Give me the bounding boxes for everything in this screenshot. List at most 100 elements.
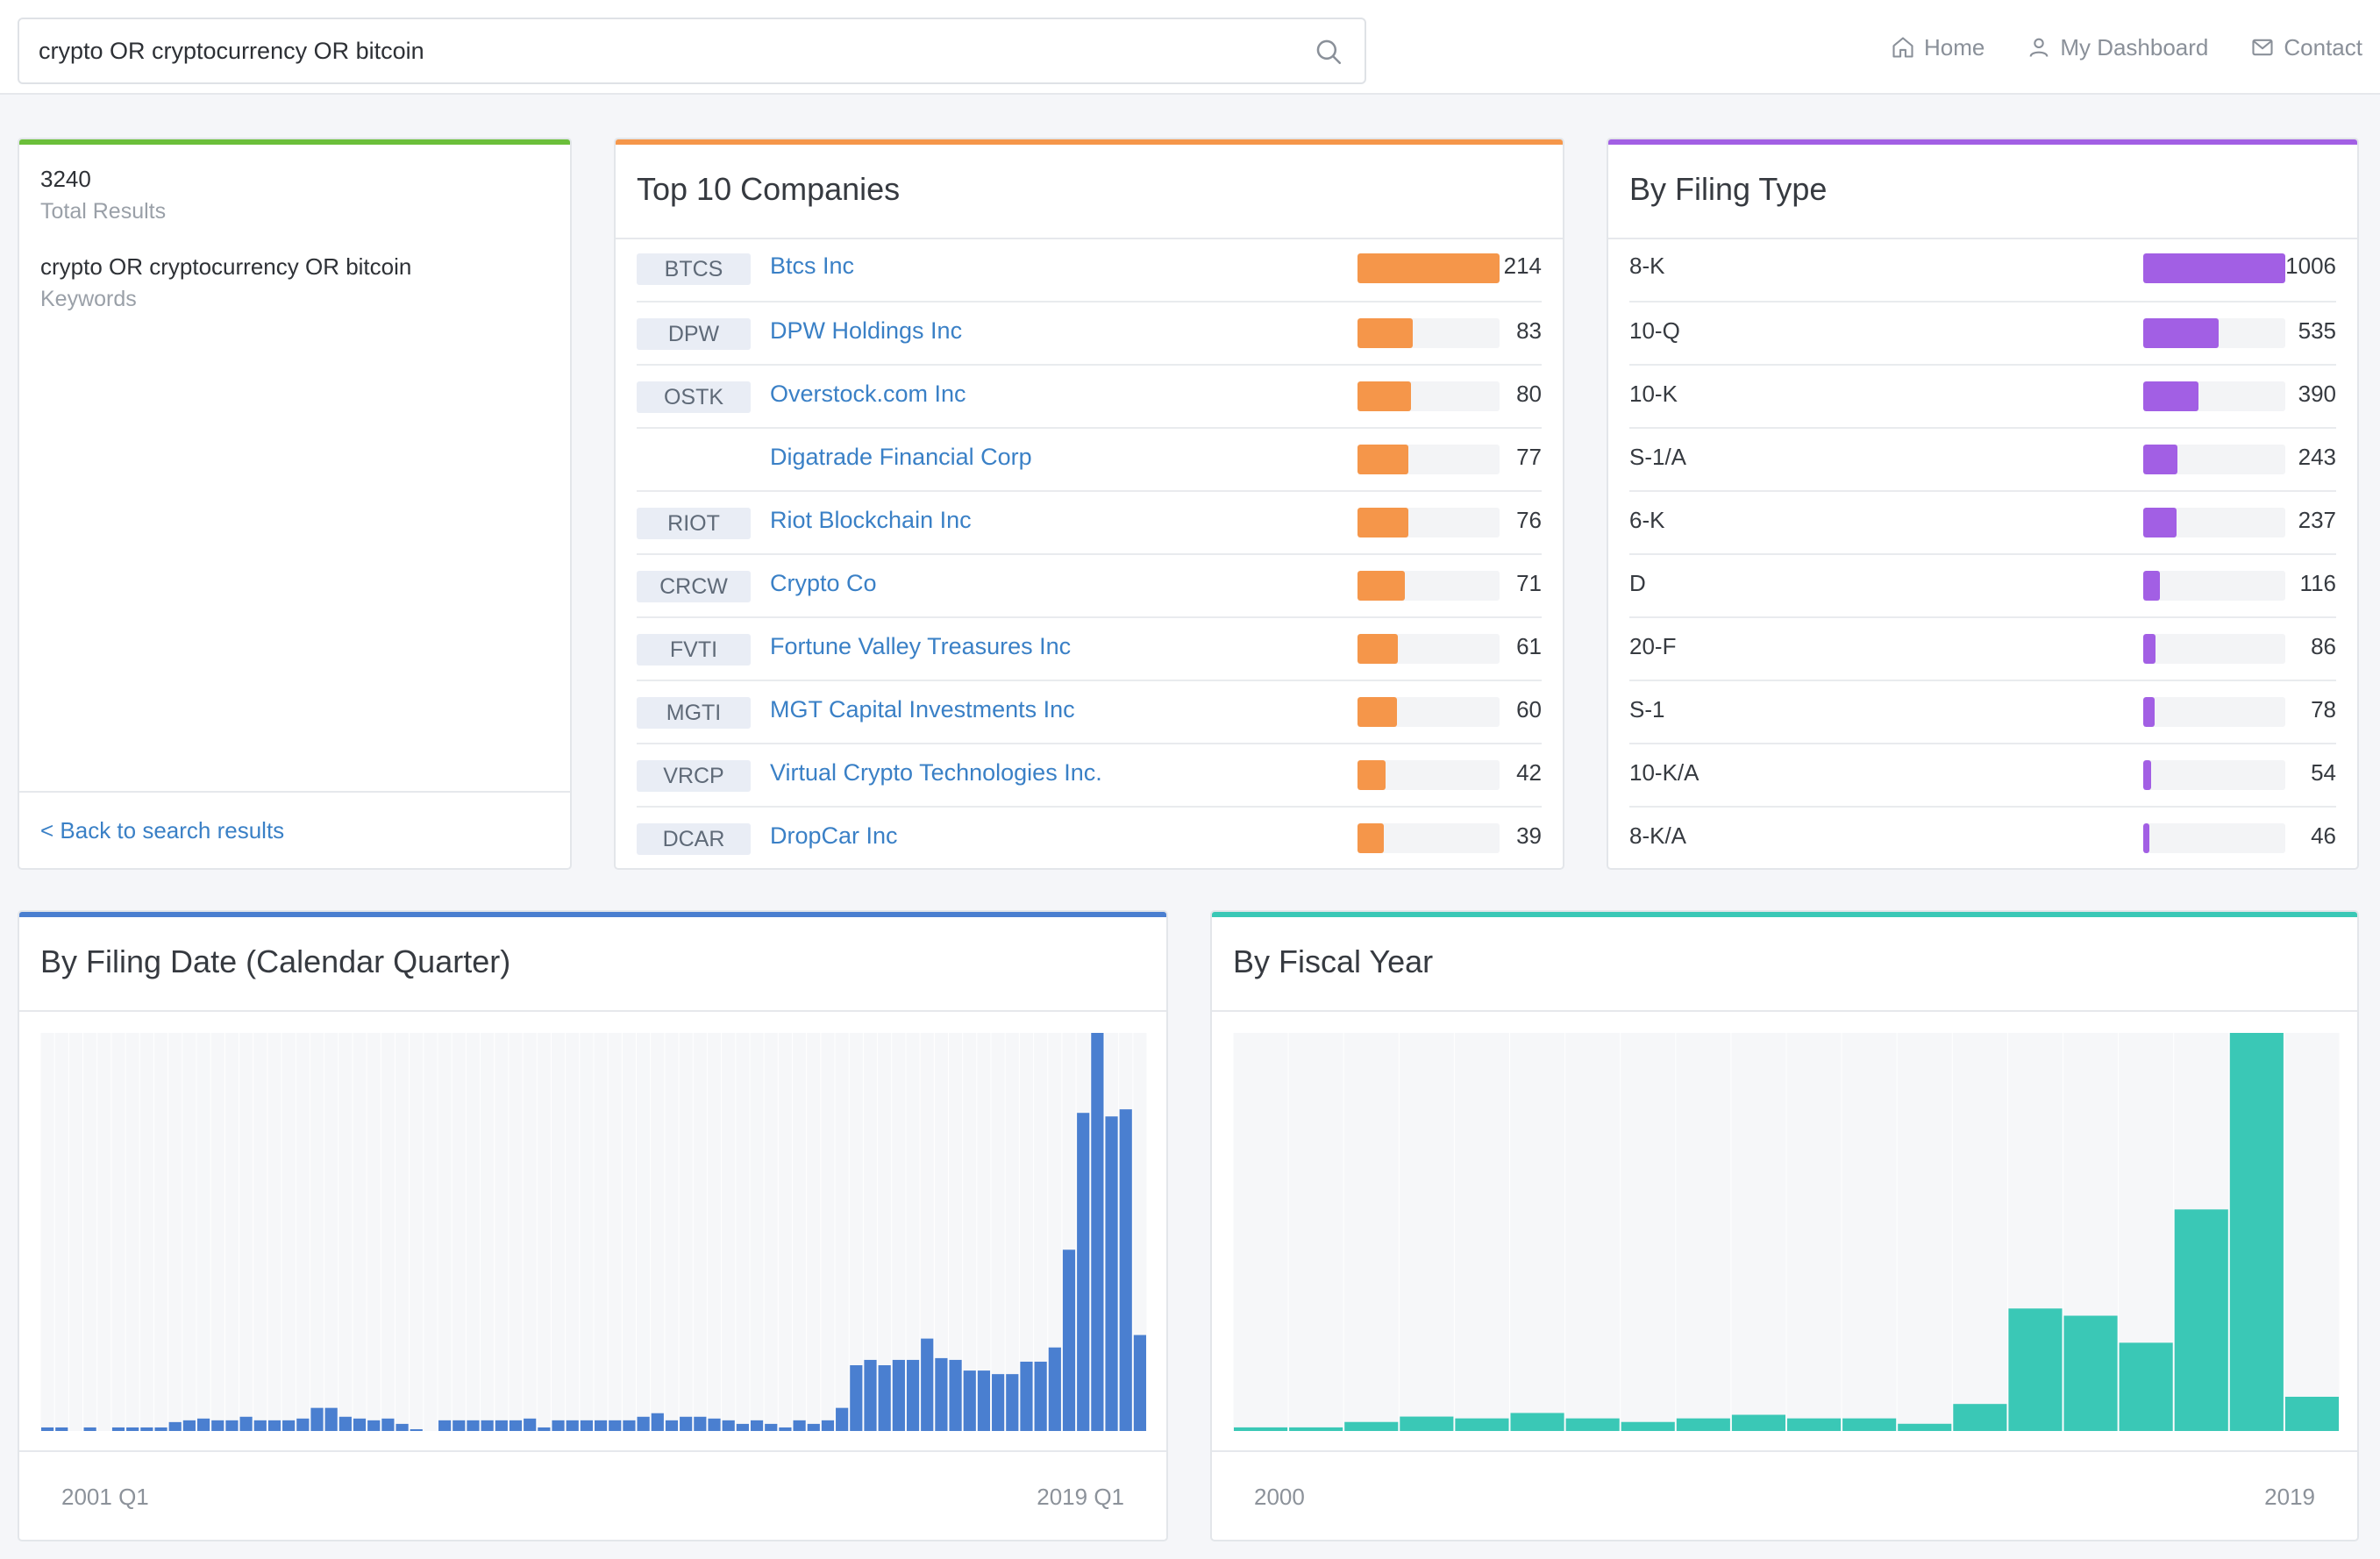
chart-bar[interactable] — [310, 1407, 324, 1431]
company-link[interactable]: DropCar Inc — [770, 822, 898, 849]
chart-bar[interactable] — [395, 1423, 409, 1431]
chart-bar[interactable] — [1400, 1416, 1454, 1431]
chart-bar[interactable] — [253, 1420, 267, 1431]
chart-bar[interactable] — [2008, 1308, 2063, 1431]
chart-bar[interactable] — [1510, 1413, 1564, 1431]
chart-bar[interactable] — [722, 1420, 735, 1431]
chart-bar[interactable] — [949, 1359, 962, 1431]
chart-bar[interactable] — [821, 1420, 835, 1431]
chart-bar[interactable] — [1062, 1249, 1076, 1431]
chart-bar[interactable] — [580, 1420, 593, 1431]
chart-bar[interactable] — [481, 1420, 494, 1431]
chart-bar[interactable] — [296, 1418, 310, 1431]
search-icon[interactable] — [1314, 37, 1343, 67]
chart-bar[interactable] — [1731, 1414, 1785, 1431]
company-link[interactable]: Crypto Co — [770, 570, 877, 596]
chart-bar[interactable] — [864, 1359, 877, 1431]
chart-bar[interactable] — [1234, 1427, 1288, 1431]
chart-bar[interactable] — [807, 1423, 820, 1431]
chart-bar[interactable] — [381, 1418, 395, 1431]
company-link[interactable]: Overstock.com Inc — [770, 381, 966, 407]
chart-bar[interactable] — [2174, 1209, 2228, 1431]
search-box[interactable] — [18, 18, 1366, 84]
chart-bar[interactable] — [495, 1420, 508, 1431]
chart-bar[interactable] — [1119, 1109, 1132, 1431]
chart-bar[interactable] — [126, 1427, 139, 1431]
chart-bar[interactable] — [168, 1421, 182, 1431]
chart-bar[interactable] — [1565, 1418, 1620, 1431]
chart-bar[interactable] — [196, 1418, 210, 1431]
company-link[interactable]: Digatrade Financial Corp — [770, 444, 1032, 470]
chart-bar[interactable] — [2229, 1033, 2284, 1431]
chart-bar[interactable] — [1898, 1423, 1952, 1431]
chart-bar[interactable] — [935, 1357, 948, 1431]
search-input[interactable] — [39, 19, 1301, 82]
chart-bar[interactable] — [111, 1427, 125, 1431]
chart-bar[interactable] — [55, 1427, 68, 1431]
chart-bar[interactable] — [1621, 1421, 1675, 1431]
chart-bar[interactable] — [182, 1420, 196, 1431]
chart-bar[interactable] — [779, 1427, 792, 1431]
chart-bar[interactable] — [338, 1416, 352, 1431]
chart-bar[interactable] — [1455, 1418, 1509, 1431]
chart-bar[interactable] — [538, 1427, 551, 1431]
company-link[interactable]: DPW Holdings Inc — [770, 317, 963, 344]
chart-bar[interactable] — [878, 1365, 891, 1431]
chart-bar[interactable] — [850, 1365, 863, 1431]
company-link[interactable]: Riot Blockchain Inc — [770, 507, 972, 533]
chart-bar[interactable] — [921, 1338, 934, 1431]
chart-bar[interactable] — [353, 1418, 367, 1431]
chart-bar[interactable] — [1020, 1361, 1033, 1431]
chart-bar[interactable] — [765, 1423, 778, 1431]
chart-bar[interactable] — [665, 1420, 679, 1431]
chart-bar[interactable] — [637, 1416, 650, 1431]
chart-bar[interactable] — [211, 1420, 224, 1431]
chart-bar[interactable] — [1006, 1374, 1019, 1431]
chart-bar[interactable] — [282, 1420, 296, 1431]
chart-bar[interactable] — [452, 1420, 466, 1431]
chart-bar[interactable] — [750, 1420, 764, 1431]
chart-bar[interactable] — [1034, 1361, 1047, 1431]
chart-bar[interactable] — [892, 1359, 905, 1431]
chart-bar[interactable] — [225, 1420, 239, 1431]
chart-bar[interactable] — [694, 1416, 707, 1431]
chart-bar[interactable] — [680, 1416, 693, 1431]
chart-bar[interactable] — [438, 1420, 452, 1431]
chart-bar[interactable] — [1133, 1335, 1146, 1431]
chart-bar[interactable] — [906, 1359, 920, 1431]
chart-bar[interactable] — [467, 1420, 480, 1431]
chart-bar[interactable] — [1077, 1113, 1090, 1431]
chart-bar[interactable] — [1289, 1427, 1343, 1431]
chart-bar[interactable] — [595, 1420, 608, 1431]
chart-bar[interactable] — [836, 1407, 849, 1431]
chart-bar[interactable] — [41, 1427, 54, 1431]
chart-bar[interactable] — [1787, 1418, 1842, 1431]
chart-bar[interactable] — [267, 1420, 281, 1431]
chart-bar[interactable] — [609, 1420, 622, 1431]
chart-bar[interactable] — [963, 1370, 976, 1431]
nav-my-dashboard[interactable]: My Dashboard — [2027, 34, 2208, 61]
chart-bar[interactable] — [2284, 1396, 2339, 1431]
company-link[interactable]: Btcs Inc — [770, 253, 855, 279]
chart-bar[interactable] — [1344, 1421, 1399, 1431]
chart-bar[interactable] — [324, 1407, 338, 1431]
nav-contact[interactable]: Contact — [2250, 34, 2362, 61]
company-link[interactable]: MGT Capital Investments Inc — [770, 696, 1075, 723]
chart-bar[interactable] — [140, 1427, 153, 1431]
chart-bar[interactable] — [509, 1420, 523, 1431]
chart-bar[interactable] — [992, 1374, 1005, 1431]
chart-bar[interactable] — [736, 1423, 749, 1431]
chart-bar[interactable] — [83, 1427, 96, 1431]
chart-bar[interactable] — [524, 1418, 537, 1431]
chart-bar[interactable] — [977, 1370, 991, 1431]
chart-bar[interactable] — [552, 1420, 565, 1431]
chart-bar[interactable] — [410, 1428, 423, 1431]
back-to-results-link[interactable]: < Back to search results — [40, 817, 285, 844]
company-link[interactable]: Virtual Crypto Technologies Inc. — [770, 759, 1102, 786]
chart-bar[interactable] — [566, 1420, 579, 1431]
chart-bar[interactable] — [2063, 1315, 2118, 1431]
chart-bar[interactable] — [239, 1416, 253, 1431]
chart-bar[interactable] — [1676, 1418, 1730, 1431]
company-link[interactable]: Fortune Valley Treasures Inc — [770, 633, 1072, 659]
chart-bar[interactable] — [1105, 1116, 1118, 1431]
